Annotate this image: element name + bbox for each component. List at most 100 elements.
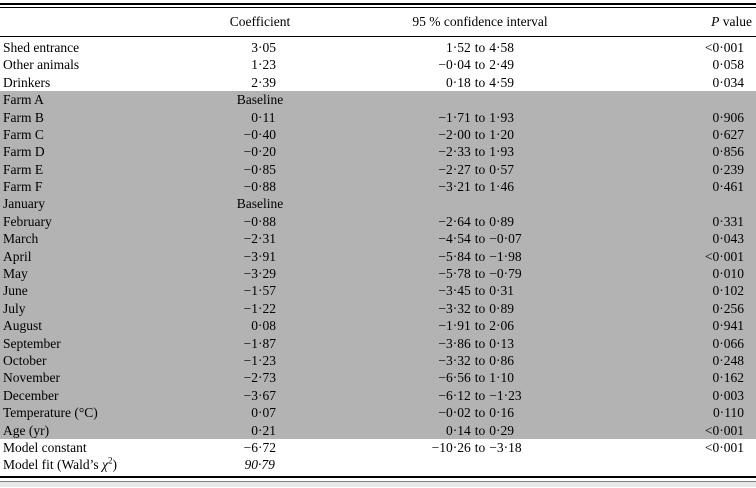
p-value: 0·162 [712, 370, 745, 386]
coefficient-fraction-part: ·23 [258, 352, 276, 368]
table-row: August 0·08 −1·91 to 2·06 0·941 [0, 317, 756, 335]
confidence-interval-value: −2·33 to 1·93 [320, 145, 640, 159]
p-value: 0·066 [712, 335, 745, 351]
confidence-interval-value: −3·32 to 0·89 [320, 302, 640, 316]
coefficient-fraction-part: ·72 [258, 439, 276, 455]
ci-upper-bound: 0·89 [489, 213, 514, 229]
coefficient-value: 0·08 [200, 319, 320, 333]
coefficient-integer-part: −1 [243, 352, 258, 368]
row-label: Temperature (°C) [3, 405, 98, 421]
confidence-interval-value: −10·26 to −3·18 [320, 441, 640, 455]
chi-symbol: χ [102, 457, 108, 473]
coefficient-value: −3·91 [200, 250, 320, 264]
row-label: Farm F [3, 179, 43, 195]
ci-lower-bound: −6·12 [438, 387, 471, 403]
ci-lower-bound: −6·56 [438, 370, 471, 386]
coefficient-value: −1·23 [200, 354, 320, 368]
confidence-interval-value: −3·21 to 1·46 [320, 180, 640, 194]
table-row: Farm A Baseline [0, 91, 756, 109]
ci-upper-bound: 1·93 [489, 144, 514, 160]
confidence-interval-value: 0·14 to 0·29 [320, 424, 640, 438]
ci-upper-bound: 2·49 [489, 57, 514, 73]
ci-lower-bound: −3·32 [438, 300, 471, 316]
coefficient-integer-part: 2 [251, 74, 258, 90]
row-label: Farm C [3, 126, 44, 142]
p-value: 0·034 [712, 74, 745, 90]
p-value: 0·239 [712, 161, 745, 177]
ci-lower-bound: −3·21 [438, 179, 471, 195]
p-value: 0·248 [712, 352, 745, 368]
ci-upper-bound: 1·10 [489, 370, 514, 386]
ci-to-word: to [474, 126, 486, 142]
table-row: Other animals 1·23 −0·04 to 2·49 0·058 [0, 56, 756, 73]
ci-lower-bound: −5·84 [438, 248, 471, 264]
coefficient-value: −0·40 [200, 128, 320, 142]
coefficient-integer-part: −0 [243, 213, 258, 229]
table-row: Farm C −0·40 −2·00 to 1·20 0·627 [0, 125, 756, 144]
coefficient-integer-part: 3 [251, 39, 258, 55]
coefficient-fraction-part: ·88 [258, 179, 276, 195]
ci-upper-bound: 1·20 [489, 126, 514, 142]
confidence-interval-value: −5·78 to −0·79 [320, 267, 640, 281]
ci-lower-bound: −3·45 [438, 283, 471, 299]
coefficient-value: 2·39 [200, 76, 320, 90]
confidence-interval-value: −6·56 to 1·10 [320, 371, 640, 385]
ci-lower-bound: −3·32 [438, 352, 471, 368]
table-row: Model fit (Wald’s χ2) 90·79 [0, 456, 756, 473]
ci-upper-bound: 0·16 [489, 405, 514, 421]
coefficient-integer-part: −0 [243, 144, 258, 160]
coefficient-integer-part: −0 [243, 161, 258, 177]
p-value: <0·001 [704, 39, 744, 55]
header-p-rest: value [719, 14, 752, 30]
ci-upper-bound: 0·86 [489, 352, 514, 368]
header-confidence-interval-cell: 95 % confidence interval [320, 15, 640, 29]
row-label: Farm E [3, 161, 44, 177]
table-row: April −3·91 −5·84 to −1·98 <0·001 [0, 247, 756, 266]
header-coefficient-label: Coefficient [229, 14, 291, 30]
ci-upper-bound: 0·13 [489, 335, 514, 351]
ci-upper-bound: 0·31 [489, 283, 514, 299]
ci-lower-bound: −10·26 [431, 439, 471, 455]
p-value: 0·010 [712, 266, 745, 282]
coefficient-value: 0·11 [200, 109, 320, 125]
ci-lower-bound: −2·33 [438, 144, 471, 160]
ci-lower-bound: −2·64 [438, 213, 471, 229]
superscript: 2 [107, 455, 113, 466]
ci-upper-bound: 4·59 [489, 74, 514, 90]
coefficient-fraction-part: ·20 [258, 144, 276, 160]
coefficient-value: 0·21 [200, 424, 320, 438]
row-label: January [3, 196, 45, 212]
coefficient-integer-part: 0 [251, 109, 258, 125]
p-value: 0·110 [713, 405, 744, 421]
ci-to-word: to [474, 439, 486, 455]
coefficient-value: 3·05 [200, 41, 320, 55]
confidence-interval-value: −3·45 to 0·31 [320, 284, 640, 298]
coefficient-value: −1·22 [200, 302, 320, 316]
ci-to-word: to [474, 179, 486, 195]
coefficient-fraction-part: ·73 [258, 370, 276, 386]
row-label: Farm A [3, 92, 44, 108]
ci-lower-bound: 0·14 [445, 422, 471, 438]
coefficient-value: −0·88 [200, 215, 320, 229]
row-label: Farm B [3, 109, 44, 125]
ci-to-word: to [474, 144, 486, 160]
coefficient-integer-part: −6 [243, 439, 258, 455]
header-coefficient-cell: Coefficient [200, 15, 320, 29]
coefficient-fraction-part: ·88 [258, 213, 276, 229]
coefficient-value: −1·87 [200, 337, 320, 351]
p-value: 0·043 [712, 231, 745, 247]
ci-upper-bound: 0·89 [489, 300, 514, 316]
p-value: 0·627 [712, 126, 745, 142]
p-value: <0·001 [704, 439, 744, 455]
ci-to-word: to [474, 370, 486, 386]
coefficient-fraction-part: ·22 [258, 300, 276, 316]
ci-upper-bound: 1·93 [489, 109, 514, 125]
confidence-interval-value: −2·00 to 1·20 [320, 128, 640, 142]
table-row: September −1·87 −3·86 to 0·13 0·066 [0, 334, 756, 353]
p-value: <0·001 [704, 422, 744, 438]
ci-lower-bound: −2·27 [438, 161, 471, 177]
table-row: January Baseline [0, 195, 756, 213]
coefficient-value: −1·57 [200, 284, 320, 298]
confidence-interval-value: −4·54 to −0·07 [320, 232, 640, 246]
ci-to-word: to [474, 74, 486, 90]
